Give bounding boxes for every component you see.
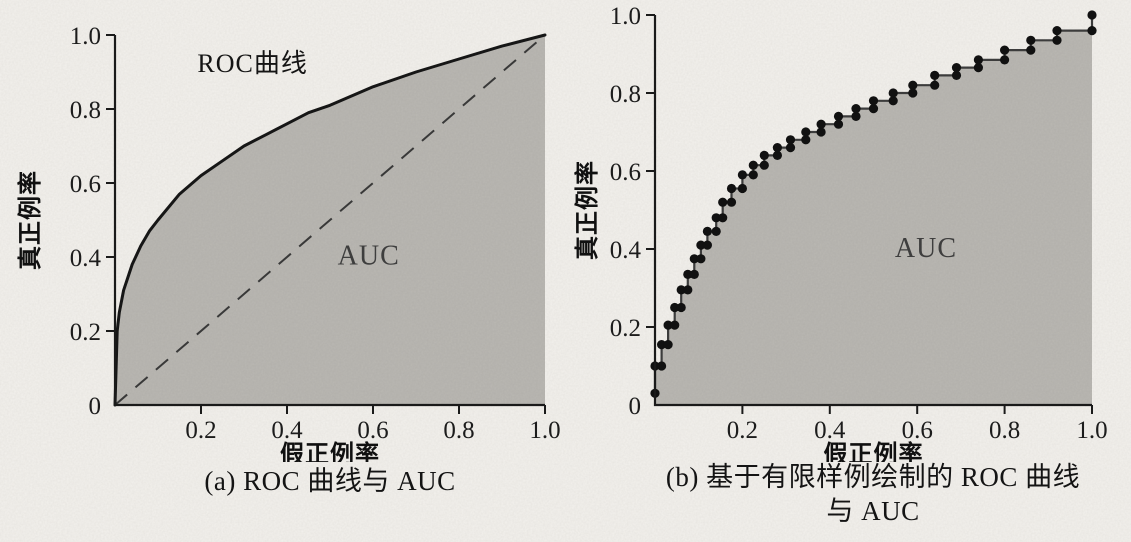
roc-point-marker: [718, 213, 728, 223]
roc-point-marker: [930, 80, 940, 90]
auc-area: [655, 15, 1092, 405]
caption-b-line1: (b) 基于有限样例绘制的 ROC 曲线: [665, 462, 1081, 492]
roc-point-marker: [726, 183, 737, 194]
x-tick-label: 0.4: [271, 417, 303, 444]
y-tick-label: 0.8: [610, 81, 641, 108]
roc-point-marker: [759, 160, 769, 170]
roc-point-marker: [689, 269, 699, 279]
y-tick-label: 0.2: [610, 315, 641, 342]
annotation-auc: AUC: [895, 233, 957, 264]
roc-point-marker: [1000, 45, 1010, 55]
x-tick-label: 0.8: [989, 417, 1020, 444]
roc-point-marker: [670, 320, 680, 330]
roc-point-marker: [888, 88, 898, 98]
roc-point-marker: [718, 197, 728, 207]
x-tick-label: 0.6: [357, 417, 388, 444]
roc-point-marker: [737, 183, 747, 194]
annotation-auc: AUC: [338, 240, 400, 271]
y-tick-label: 0.2: [70, 319, 101, 346]
roc-point-marker: [930, 70, 940, 80]
panel-roc-empirical: 0.2 0.4 0.6 0.8 1.0 0.2 0.4 0.6 0.8 1.0 0 假正例率 真正例率 A…: [570, 0, 1131, 542]
roc-point-marker: [663, 340, 673, 350]
roc-point-marker: [737, 170, 747, 180]
roc-point-marker: [801, 127, 811, 137]
y-tick-label: 0.4: [70, 245, 102, 272]
y-tick-label: 0.8: [70, 97, 101, 124]
annotation-roc-curve-label: ROC曲线: [197, 49, 307, 78]
roc-point-marker: [676, 302, 686, 313]
caption-a: (a) ROC 曲线与 AUC: [204, 466, 456, 496]
roc-point-marker: [726, 197, 737, 207]
roc-point-marker: [683, 285, 693, 295]
y-axis-label: 真正例率: [16, 170, 44, 270]
roc-point-marker: [1052, 26, 1062, 36]
roc-point-marker: [851, 104, 861, 114]
y-tick-label: 1.0: [70, 23, 101, 50]
roc-point-marker: [702, 240, 712, 250]
roc-point-marker: [1087, 10, 1097, 20]
x-tick-label: 0.2: [185, 417, 216, 444]
roc-point-marker: [759, 150, 769, 160]
roc-point-marker: [1026, 35, 1036, 45]
roc-point-marker: [748, 170, 758, 180]
roc-point-marker: [816, 119, 826, 129]
x-tick-label: 0.2: [727, 417, 758, 444]
roc-point-marker: [868, 96, 879, 106]
roc-point-marker: [1000, 55, 1010, 65]
x-tick-label: 0.4: [814, 417, 846, 444]
y-tick-label: 0.6: [70, 171, 101, 198]
roc-point-marker: [772, 143, 782, 153]
roc-point-marker: [951, 63, 962, 73]
y-axis-label: 真正例率: [573, 160, 601, 260]
origin-tick-label: 0: [629, 393, 642, 420]
roc-point-marker: [711, 226, 721, 236]
x-tick-label: 1.0: [529, 417, 560, 444]
x-tick-label: 0.6: [902, 417, 933, 444]
x-tick-label: 1.0: [1076, 417, 1107, 444]
roc-point-marker: [908, 80, 918, 90]
y-tick-label: 0.6: [610, 159, 641, 186]
roc-point-marker: [1052, 35, 1062, 45]
y-tick-label: 0.4: [610, 237, 642, 264]
y-tick-label: 1.0: [610, 3, 641, 30]
roc-point-marker: [973, 55, 983, 65]
roc-point-marker: [1026, 45, 1036, 55]
roc-chart-a-svg: 0.2 0.4 0.6 0.8 1.0 0.2 0.4 0.6 0.8 1.0 0 假正例率 真正例率 R…: [16, 23, 561, 462]
x-axis-label: 假正例率: [280, 440, 380, 462]
x-axis-label: 假正例率: [824, 440, 924, 462]
roc-point-marker: [702, 226, 712, 236]
panel-roc-smooth: 0.2 0.4 0.6 0.8 1.0 0.2 0.4 0.6 0.8 1.0 0 假正例率 真正例率 R…: [16, 23, 561, 496]
x-tick-label: 0.8: [443, 417, 474, 444]
caption-b-line2: 与 AUC: [826, 496, 920, 526]
roc-point-marker: [833, 111, 844, 121]
roc-chart-b-svg: 0.2 0.4 0.6 0.8 1.0 0.2 0.4 0.6 0.8 1.0 0 假正例率 真正例率 A…: [573, 3, 1108, 462]
roc-point-marker: [1087, 26, 1097, 36]
roc-point-marker: [696, 254, 706, 264]
origin-tick-label: 0: [89, 393, 102, 420]
roc-point-marker: [748, 160, 758, 170]
roc-point-marker: [657, 361, 667, 371]
roc-point-marker: [785, 135, 796, 145]
caption-b: (b) 基于有限样例绘制的 ROC 曲线 与 AUC: [603, 460, 1131, 528]
